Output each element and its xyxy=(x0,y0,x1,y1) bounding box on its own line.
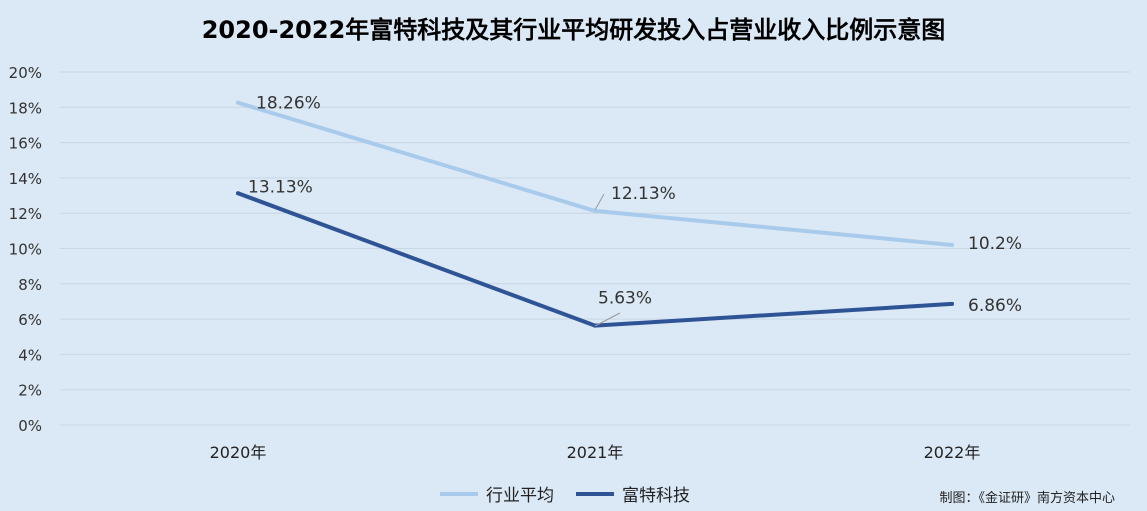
chart-title: 2020-2022年富特科技及其行业平均研发投入占营业收入比例示意图 xyxy=(201,16,946,44)
data-label: 18.26% xyxy=(256,94,321,114)
data-label-leader xyxy=(594,193,605,211)
y-tick-label: 16% xyxy=(9,135,42,153)
y-tick-label: 0% xyxy=(18,417,42,435)
y-tick-label: 8% xyxy=(18,276,42,294)
legend-label-futek: 富特科技 xyxy=(622,486,690,506)
data-label-leader xyxy=(594,312,621,327)
x-tick-label: 2022年 xyxy=(924,443,981,462)
series-point xyxy=(236,100,240,105)
legend-item-futek: 富特科技 xyxy=(576,481,690,506)
series-point xyxy=(593,208,597,213)
y-tick-label: 6% xyxy=(18,311,42,329)
legend-label-industry-average: 行业平均 xyxy=(486,486,554,506)
series-point xyxy=(950,242,954,247)
legend-swatch-futek xyxy=(576,491,614,496)
y-tick-label: 4% xyxy=(18,346,42,364)
series-point xyxy=(236,191,240,196)
y-tick-label: 12% xyxy=(9,205,42,223)
series-point xyxy=(950,301,954,306)
y-tick-label: 10% xyxy=(9,241,42,259)
data-label: 6.86% xyxy=(968,296,1022,316)
credit-text: 制图：《金证研》南方资本中心 xyxy=(939,491,1115,506)
y-tick-label: 2% xyxy=(18,382,42,400)
x-tick-label: 2021年 xyxy=(567,443,624,462)
y-tick-label: 14% xyxy=(9,170,42,188)
legend: 行业平均 富特科技 xyxy=(440,481,690,506)
legend-item-industry-average: 行业平均 xyxy=(440,481,554,506)
y-tick-label: 18% xyxy=(9,99,42,117)
series-line-0 xyxy=(236,100,954,247)
data-label: 10.2% xyxy=(968,234,1022,254)
data-label: 13.13% xyxy=(248,177,313,197)
data-label: 5.63% xyxy=(598,289,652,309)
x-tick-label: 2020年 xyxy=(210,443,267,462)
legend-swatch-industry-average xyxy=(440,491,478,496)
data-label: 12.13% xyxy=(611,184,676,204)
y-tick-label: 20% xyxy=(9,64,42,82)
